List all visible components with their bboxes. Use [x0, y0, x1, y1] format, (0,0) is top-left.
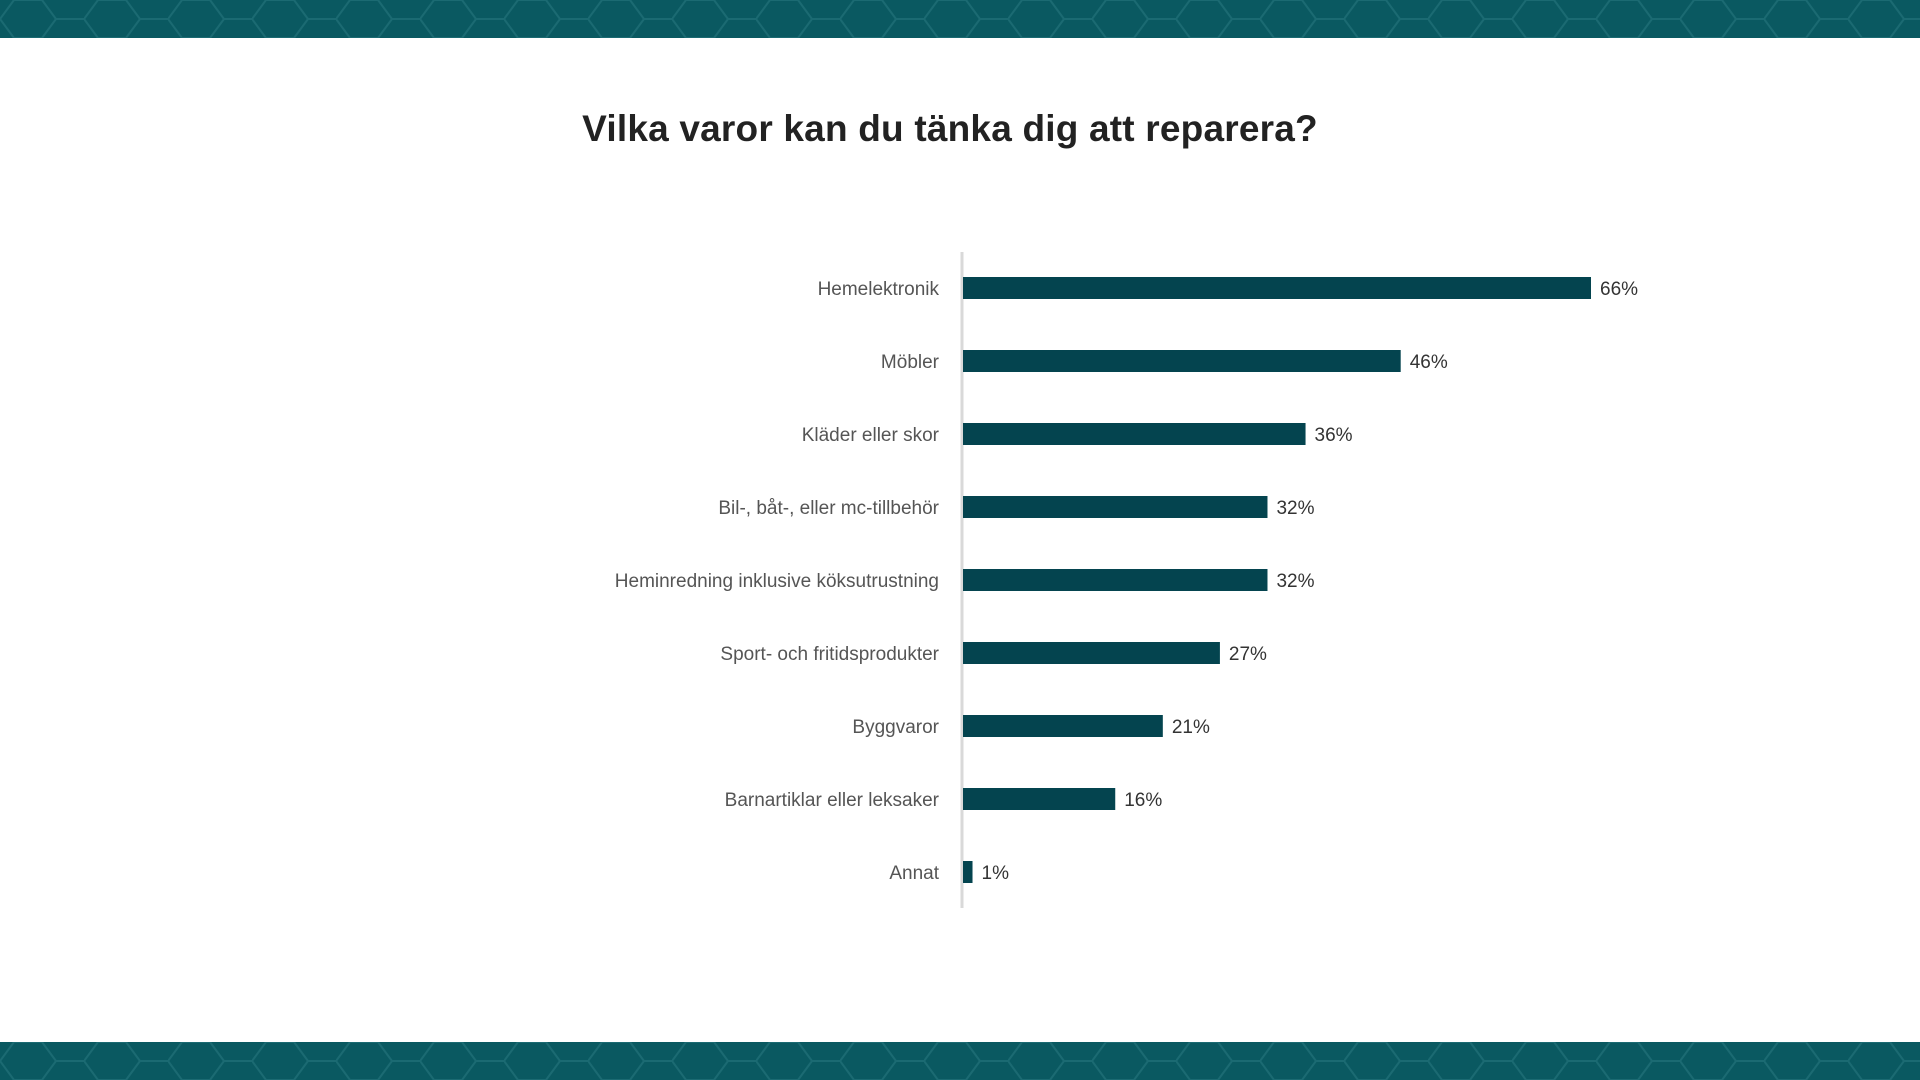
bar [963, 861, 973, 883]
category-label: Barnartiklar eller leksaker [725, 790, 940, 811]
value-label: 66% [1600, 279, 1638, 300]
bottom-decorative-band [0, 1042, 1920, 1080]
bar-chart: Hemelektronik 66% Möbler 46% Kläder eller sk… [615, 252, 1638, 908]
value-label: 32% [1276, 571, 1314, 592]
chart-title: Vilka varor kan du tänka dig att reparer… [582, 108, 1318, 149]
bar [963, 642, 1220, 664]
bar [963, 788, 1116, 810]
category-label: Sport- och fritidsprodukter [720, 644, 939, 665]
category-label: Byggvaror [852, 717, 939, 738]
category-label: Hemelektronik [818, 279, 940, 300]
hexagon-pattern-icon [0, 1042, 1920, 1080]
bar [963, 277, 1591, 299]
bar [963, 496, 1268, 518]
value-label: 27% [1229, 644, 1267, 665]
value-label: 1% [982, 863, 1010, 884]
value-label: 16% [1124, 790, 1162, 811]
bar [963, 350, 1401, 372]
category-label: Heminredning inklusive köksutrustning [615, 571, 939, 592]
bar [963, 715, 1163, 737]
bar [963, 423, 1306, 445]
hexagon-pattern-icon [0, 0, 1920, 38]
value-label: 32% [1276, 498, 1314, 519]
category-label: Bil-, båt-, eller mc-tillbehör [718, 498, 939, 519]
bar [963, 569, 1268, 591]
top-decorative-band [0, 0, 1920, 38]
value-label: 21% [1172, 717, 1210, 738]
category-label: Kläder eller skor [802, 425, 940, 446]
value-label: 46% [1410, 352, 1448, 373]
category-label: Annat [889, 863, 939, 884]
value-label: 36% [1315, 425, 1353, 446]
category-label: Möbler [881, 352, 940, 373]
